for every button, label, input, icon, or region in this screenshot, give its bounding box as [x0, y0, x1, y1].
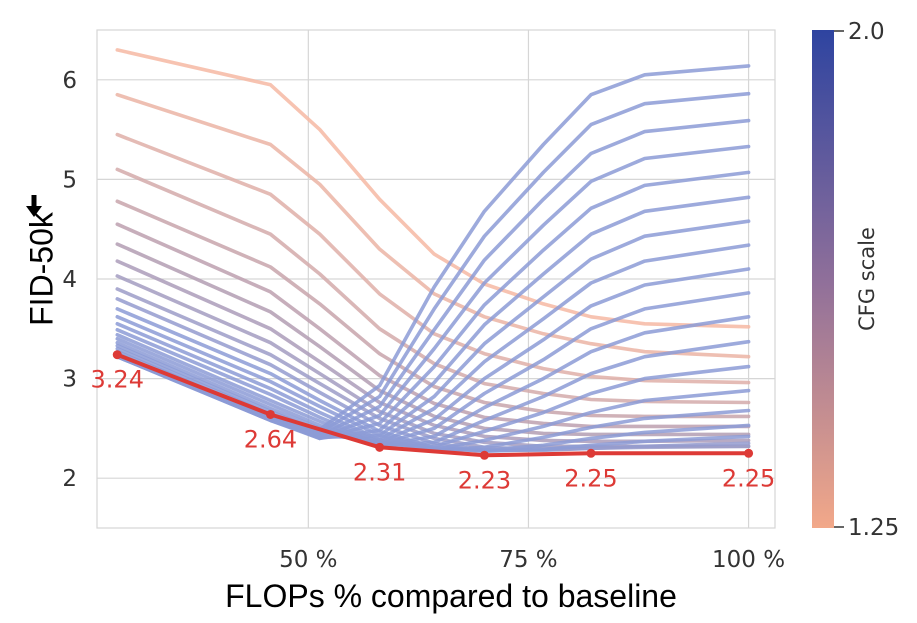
series-line	[115, 167, 751, 405]
series-line	[115, 199, 751, 419]
y-axis-title: FID-50k	[23, 211, 59, 326]
pareto-point	[479, 450, 489, 460]
series-line	[115, 321, 751, 453]
series-line	[115, 336, 751, 448]
pareto-value-label: 2.25	[722, 464, 775, 492]
y-tick-label: 5	[62, 167, 77, 193]
pareto-value-label: 2.31	[353, 458, 406, 486]
cfg-series-lines	[115, 48, 751, 454]
pareto-point	[744, 448, 754, 458]
pareto-line	[115, 352, 751, 458]
colorbar-title: CFG scale	[855, 227, 879, 331]
pareto-value-label: 2.64	[244, 425, 297, 453]
colorbar	[812, 30, 834, 528]
pareto-point	[265, 409, 275, 419]
pareto-value-label: 2.25	[564, 464, 617, 492]
series-line	[115, 92, 751, 359]
series-line	[115, 332, 751, 449]
y-tick-label: 6	[62, 68, 77, 94]
colorbar-min-label: 1.25	[848, 515, 899, 541]
y-axis-title-group: FID-50k	[23, 211, 59, 326]
series-line	[115, 132, 751, 385]
pareto-point	[586, 448, 596, 458]
series-line	[115, 327, 751, 452]
colorbar-max-label: 2.0	[848, 19, 885, 45]
series-line	[115, 314, 751, 448]
pareto-point	[112, 350, 122, 360]
y-tick-label: 4	[62, 267, 77, 293]
x-tick-label: 75 %	[499, 547, 557, 573]
series-line	[115, 297, 751, 453]
series-line	[115, 118, 751, 438]
pareto-value-label: 2.23	[458, 466, 511, 494]
value-annotations: 3.24 2.64 2.31 2.23 2.25 2.25	[91, 366, 776, 495]
x-axis-title: FLOPs % compared to baseline	[225, 578, 677, 614]
y-tick-label: 3	[62, 367, 77, 393]
y-tick-label: 2	[62, 466, 77, 492]
x-tick-label: 100 %	[712, 547, 785, 573]
colorbar-title-group: CFG scale	[855, 227, 879, 331]
x-tick-labels: 50 % 75 % 100 %	[279, 547, 785, 573]
pareto-front	[112, 350, 754, 460]
pareto-point	[375, 442, 385, 452]
down-arrow-icon	[26, 195, 42, 217]
y-tick-labels: 2 3 4 5 6	[62, 68, 77, 492]
series-line	[115, 91, 751, 435]
x-tick-label: 50 %	[279, 547, 337, 573]
pareto-value-label: 3.24	[91, 366, 144, 394]
